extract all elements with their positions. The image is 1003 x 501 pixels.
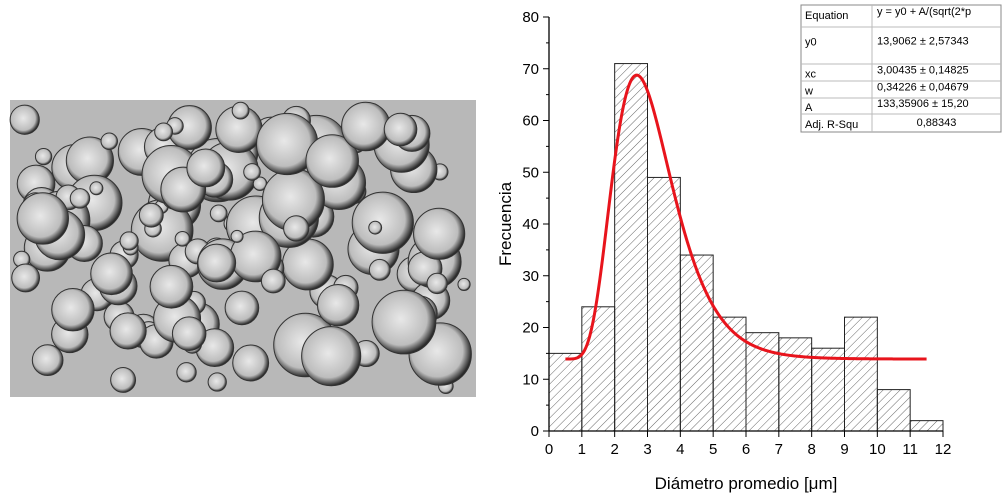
bubble (69, 188, 91, 209)
bubble (316, 284, 360, 327)
bubble (174, 230, 191, 247)
bubble (176, 362, 197, 383)
x-tick-label: 12 (935, 441, 952, 458)
table-value: 0,34226 ± 0,04679 (877, 82, 969, 94)
bubble (186, 148, 226, 188)
bubble (90, 252, 133, 296)
x-tick-label: 8 (807, 441, 815, 458)
bubble (341, 101, 391, 152)
bar (811, 347, 846, 432)
bubble (413, 207, 466, 260)
y-tick-label: 10 (522, 371, 539, 388)
bubble (89, 181, 104, 196)
bubble (16, 192, 69, 245)
bubble (149, 264, 194, 309)
bubble (171, 316, 207, 351)
fit-curve (565, 73, 927, 361)
bubble (305, 134, 359, 188)
bubble (371, 289, 437, 355)
bubble (154, 122, 174, 142)
bubble (9, 104, 40, 135)
bubble (51, 287, 95, 332)
x-tick-label: 0 (545, 441, 553, 458)
bubble (457, 277, 471, 292)
bubble (209, 204, 228, 223)
table-label: xc (805, 69, 817, 81)
bar (876, 389, 911, 432)
bar (679, 254, 714, 432)
bubble (11, 263, 41, 293)
bubble (426, 272, 448, 295)
table-value: 13,9062 ± 2,57343 (877, 36, 969, 48)
bubble (351, 191, 414, 254)
y-tick-label: 30 (522, 268, 539, 285)
bubble (230, 229, 244, 243)
histogram-chart: Diámetro promedio [μm] Frecuencia 010203… (496, 4, 1002, 493)
x-axis-label: Diámetro promedio [μm] (655, 474, 838, 493)
table-label: w (804, 86, 813, 98)
x-tick-label: 11 (902, 441, 918, 458)
bar (712, 316, 747, 432)
x-tick-label: 6 (742, 441, 750, 458)
table-value: 133,35906 ± 15,20 (877, 98, 969, 110)
y-tick-label: 80 (522, 9, 539, 26)
bubble (383, 112, 418, 147)
bubble (243, 163, 261, 181)
y-tick-label: 70 (522, 61, 539, 78)
x-tick-label: 3 (643, 441, 651, 458)
bubble (109, 312, 147, 350)
bar (581, 306, 616, 432)
bubble (100, 132, 118, 151)
x-tick-label: 4 (676, 441, 684, 458)
table-label: y0 (805, 37, 817, 49)
bubble (138, 202, 164, 228)
bubble (34, 147, 53, 166)
bubble (224, 290, 260, 326)
x-tick-label: 2 (610, 441, 618, 458)
bubble (283, 215, 310, 242)
bubble (260, 268, 286, 294)
x-tick-label: 9 (840, 441, 848, 458)
y-axis-label: Frecuencia (496, 181, 515, 266)
y-tick-label: 40 (522, 216, 539, 233)
bubble (31, 344, 64, 376)
bubble (119, 231, 139, 251)
y-tick-label: 60 (522, 113, 539, 130)
table-value: 0,88343 (917, 117, 957, 129)
table-label: Equation (805, 10, 848, 22)
y-tick-label: 0 (531, 423, 539, 440)
bubble (231, 101, 250, 120)
bubble (368, 220, 383, 235)
bar (909, 420, 944, 432)
table-label: Adj. R-Squ (805, 119, 858, 131)
fit-table (800, 4, 1002, 133)
x-tick-label: 1 (578, 441, 586, 458)
bar (745, 332, 780, 432)
micrograph (9, 100, 476, 397)
bar (778, 337, 813, 432)
bar (647, 176, 681, 432)
bubble (110, 367, 137, 393)
bubble (368, 258, 391, 281)
bar (844, 316, 878, 432)
x-tick-label: 10 (869, 441, 886, 458)
table-value: y = y0 + A/(sqrt(2*p (877, 6, 971, 18)
x-tick-label: 7 (775, 441, 783, 458)
table-value: 3,00435 ± 0,14825 (877, 65, 969, 77)
bubble (232, 344, 270, 382)
bubble (207, 372, 227, 392)
bubble (197, 243, 237, 283)
bubble (301, 326, 362, 387)
table-label: A (805, 102, 813, 114)
x-tick-label: 5 (709, 441, 717, 458)
bar (548, 352, 583, 432)
y-tick-label: 50 (522, 164, 539, 181)
y-tick-label: 20 (522, 320, 539, 337)
